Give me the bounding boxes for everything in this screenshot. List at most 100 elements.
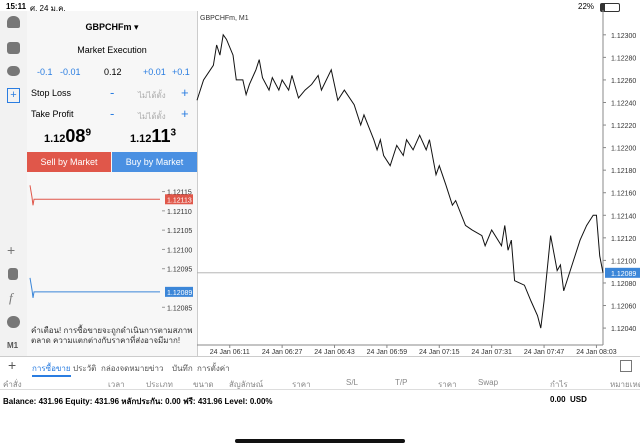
tab[interactable]: บันทึก: [172, 364, 193, 373]
y-tick-label: 1.12300: [611, 33, 636, 40]
buy-button[interactable]: Buy by Market: [112, 152, 197, 172]
volume-value[interactable]: 0.12: [104, 67, 122, 77]
stop-loss-value[interactable]: ไม่ได้ตั้ง: [138, 91, 166, 100]
tab[interactable]: การตั้งค่า: [197, 364, 230, 373]
ask-prefix: 1.12: [130, 133, 152, 145]
x-tick-label: 24 Jan 06:27: [262, 349, 303, 356]
mini-tick-label: 1.12085: [167, 305, 192, 312]
new-order-icon[interactable]: +: [7, 88, 20, 103]
mini-bid-label: 1.12089: [167, 290, 192, 297]
mini-bid-box: [165, 286, 193, 297]
tab[interactable]: ประวัติ: [73, 364, 97, 373]
account-icon[interactable]: [7, 16, 20, 28]
sell-button[interactable]: Sell by Market: [27, 152, 111, 172]
mini-tick-label: 1.12100: [167, 247, 192, 254]
order-panel: [27, 11, 198, 356]
bid-pip: 9: [85, 127, 92, 139]
mini-ask-label: 1.12113: [167, 197, 192, 204]
tab[interactable]: ข่าว: [149, 364, 164, 373]
divider: [0, 389, 640, 390]
y-tick-label: 1.12060: [611, 304, 636, 311]
y-tick-label: 1.12080: [611, 281, 636, 288]
column-header: สัญลักษณ์: [229, 380, 264, 389]
layout-button[interactable]: [620, 360, 632, 372]
y-tick-label: 1.12240: [611, 100, 636, 107]
y-tick-label: 1.12160: [611, 191, 636, 198]
column-header: T/P: [395, 378, 408, 387]
y-tick-label: 1.12280: [611, 55, 636, 62]
mini-tick-label: 1.12095: [167, 267, 192, 274]
x-tick-label: 24 Jan 07:15: [419, 349, 460, 356]
current-price-label: 1.12089: [611, 271, 636, 278]
x-tick-label: 24 Jan 06:43: [314, 349, 355, 356]
balance-summary: Balance: 431.96 Equity: 431.96 หลักประกั…: [3, 397, 273, 406]
x-tick-label: 24 Jan 07:31: [471, 349, 512, 356]
bid-prefix: 1.12: [44, 133, 66, 145]
mini-tick-label: 1.12105: [167, 228, 192, 235]
take-profit-value[interactable]: ไม่ได้ตั้ง: [138, 112, 166, 121]
take-profit-minus[interactable]: -: [110, 106, 115, 121]
x-tick-label: 24 Jan 08:03: [576, 349, 617, 356]
ask-big: 11: [151, 126, 171, 146]
tab[interactable]: กล่องจดหมาย: [101, 364, 150, 373]
add-button[interactable]: +: [8, 357, 17, 373]
indicator-icon[interactable]: [8, 268, 18, 280]
divider: [0, 356, 640, 357]
mini-bid-line: [29, 277, 160, 298]
tab[interactable]: การซื้อขาย: [32, 362, 71, 377]
battery-level: 22%: [578, 2, 595, 11]
y-tick-label: 1.12200: [611, 146, 636, 153]
x-tick-label: 24 Jan 06:59: [367, 349, 408, 356]
ask-price: 1.12113: [130, 126, 176, 147]
take-profit-label: Take Profit: [31, 109, 74, 119]
column-header: ราคา: [438, 380, 457, 389]
volume-minus-small[interactable]: -0.01: [60, 67, 81, 77]
bid-big: 08: [65, 126, 86, 146]
chat-icon[interactable]: [7, 66, 20, 76]
objects-icon[interactable]: [7, 316, 20, 328]
column-header: Swap: [478, 378, 499, 387]
chart-title: GBPCHFm, M1: [200, 15, 249, 22]
battery-icon: [600, 3, 620, 12]
crosshair-icon[interactable]: +: [7, 242, 16, 258]
stop-loss-label: Stop Loss: [31, 88, 72, 98]
column-header: ประเภท: [146, 380, 173, 389]
mini-ask-box: [165, 194, 193, 205]
volume-plus-large[interactable]: +0.1: [172, 67, 190, 77]
column-header: เวลา: [108, 380, 125, 389]
mini-tick-label: 1.12115: [167, 190, 192, 197]
timeframe-button[interactable]: M1: [7, 341, 19, 350]
ask-pip: 3: [170, 127, 177, 139]
y-tick-label: 1.12140: [611, 213, 636, 220]
take-profit-plus[interactable]: +: [181, 106, 189, 121]
column-header: คำสั่ง: [3, 380, 22, 389]
symbol-selector[interactable]: GBPCHFm ▾: [85, 22, 139, 32]
status-time: 15:11: [6, 2, 27, 11]
column-header: กำไร: [550, 380, 568, 389]
status-date: ศ. 24 ม.ค.: [30, 4, 66, 13]
y-tick-label: 1.12180: [611, 168, 636, 175]
symbol-name: GBPCHFm: [85, 22, 132, 32]
warning-text: คำเตือน! การซื้อขายจะถูกดำเนินการตามสภาพ…: [31, 326, 193, 345]
mini-tick-label: 1.12110: [167, 209, 192, 216]
function-icon[interactable]: f: [9, 290, 13, 305]
quotes-icon[interactable]: [7, 42, 20, 54]
home-indicator: [235, 439, 405, 443]
mini-ask-line: [29, 185, 160, 206]
stop-loss-minus[interactable]: -: [110, 85, 115, 100]
column-header: S/L: [346, 378, 359, 387]
volume-minus-large[interactable]: -0.1: [37, 67, 53, 77]
execution-type: Market Execution: [77, 45, 147, 55]
column-header: ขนาด: [193, 380, 214, 389]
column-header: หมายเหตุ: [610, 380, 640, 389]
y-tick-label: 1.12100: [611, 258, 636, 265]
column-header: ราคา: [292, 380, 311, 389]
volume-plus-small[interactable]: +0.01: [143, 67, 166, 77]
y-tick-label: 1.12040: [611, 326, 636, 333]
price-line: [196, 33, 604, 329]
account-currency: USD: [570, 395, 587, 404]
x-tick-label: 24 Jan 06:11: [210, 349, 250, 356]
stop-loss-plus[interactable]: +: [181, 85, 189, 100]
y-tick-label: 1.12120: [611, 236, 636, 243]
